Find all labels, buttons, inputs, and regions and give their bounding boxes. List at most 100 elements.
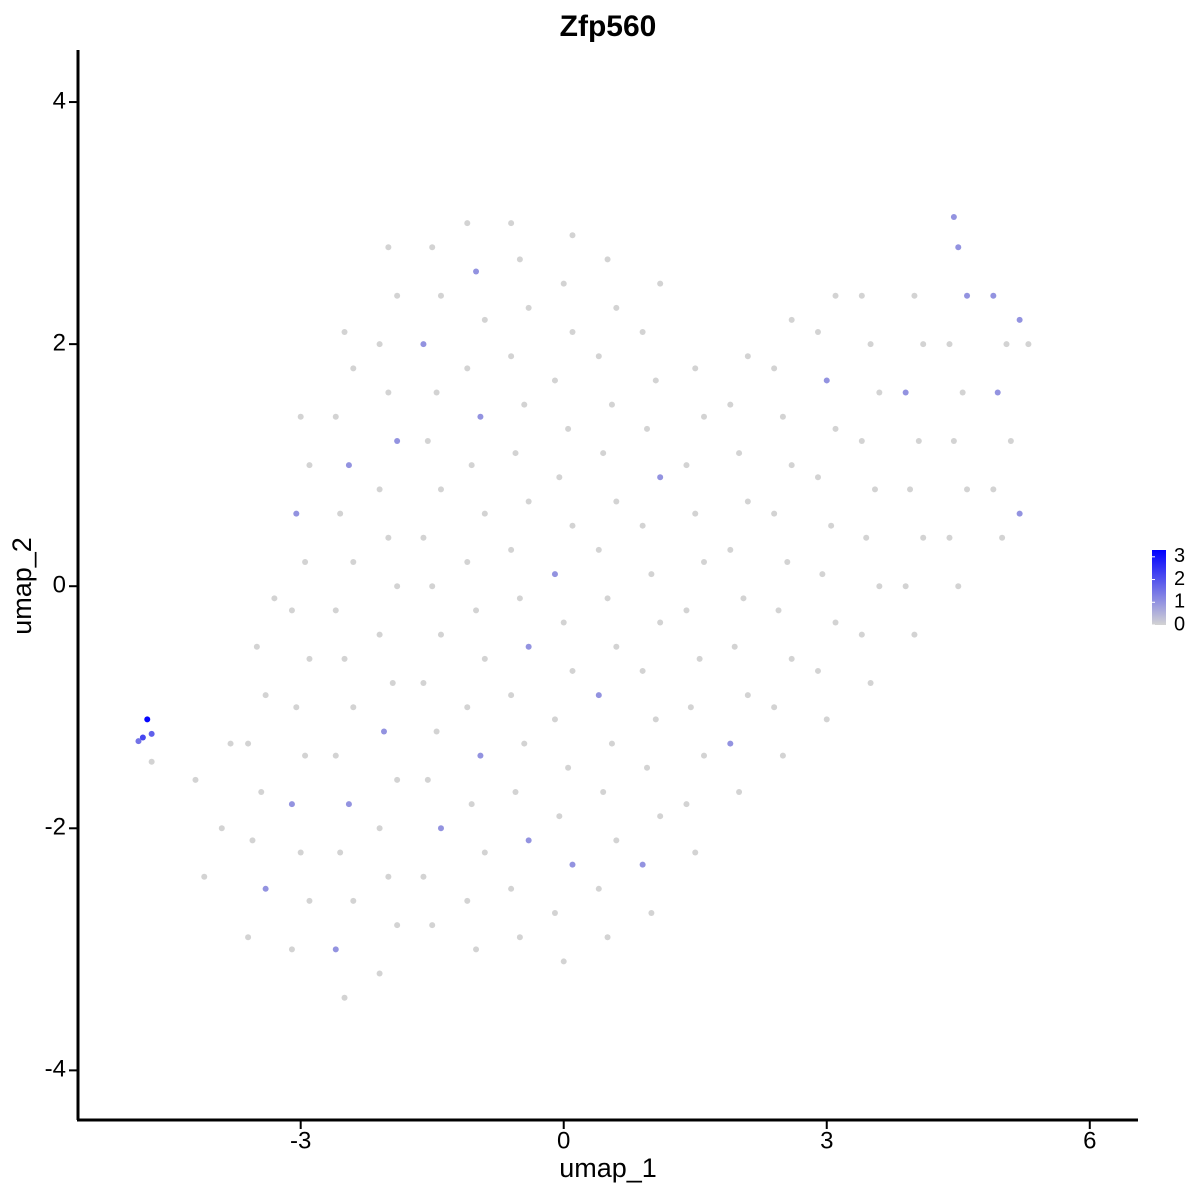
point [569,232,576,239]
point [644,764,651,771]
point [858,292,865,299]
point [258,788,265,795]
point [1007,437,1014,444]
point [437,292,444,299]
point [245,934,252,941]
point [376,341,383,348]
point [508,692,515,699]
point [201,873,208,880]
point [345,462,352,469]
point [350,704,357,711]
point [512,788,519,795]
point [613,498,620,505]
point [332,752,339,759]
point [525,304,532,311]
point [525,498,532,505]
point [262,692,269,699]
y-tick-label: 2 [53,329,66,356]
point [144,716,151,723]
point [994,389,1001,396]
point [481,655,488,662]
point [385,244,392,251]
point [946,534,953,541]
point [832,619,839,626]
y-tick-label: 4 [53,87,66,114]
point [332,607,339,614]
point [569,329,576,336]
point [950,214,957,221]
point [306,897,313,904]
point [771,365,778,372]
point [701,559,708,566]
point [608,401,615,408]
point [1016,316,1023,323]
point [911,292,918,299]
point [288,801,295,808]
point [429,922,436,929]
point [915,437,922,444]
point [464,365,471,372]
point [516,934,523,941]
point [569,861,576,868]
point [639,329,646,336]
point [701,752,708,759]
point [955,244,962,251]
point [565,425,572,432]
point [293,510,300,517]
point [433,728,440,735]
point [560,958,567,965]
point [683,607,690,614]
point [521,401,528,408]
point [429,244,436,251]
point [736,788,743,795]
point [350,897,357,904]
point [376,825,383,832]
point [788,316,795,323]
point [424,437,431,444]
point [657,619,664,626]
point [613,304,620,311]
point [394,292,401,299]
y-tick-label: 0 [53,572,66,599]
point [950,437,957,444]
point [551,716,558,723]
point [823,716,830,723]
point [350,559,357,566]
point [508,353,515,360]
point [556,813,563,820]
point [473,268,480,275]
point [560,280,567,287]
point [648,910,655,917]
point [481,849,488,856]
point [604,595,611,602]
point [477,413,484,420]
point [389,680,396,687]
point [481,316,488,323]
point [604,934,611,941]
point [337,510,344,517]
point [920,341,927,348]
point [784,559,791,566]
point [135,738,142,745]
point [192,776,199,783]
point [876,389,883,396]
point [139,734,146,741]
point [508,885,515,892]
point [556,474,563,481]
point [727,546,734,553]
point [696,655,703,662]
point [569,522,576,529]
point [990,486,997,493]
y-tick-label: -2 [45,814,66,841]
point [560,619,567,626]
point [420,873,427,880]
point [420,680,427,687]
point [648,571,655,578]
point [385,534,392,541]
point [683,801,690,808]
point [902,583,909,590]
point [293,704,300,711]
point [657,280,664,287]
x-axis-title: umap_1 [559,1153,657,1183]
